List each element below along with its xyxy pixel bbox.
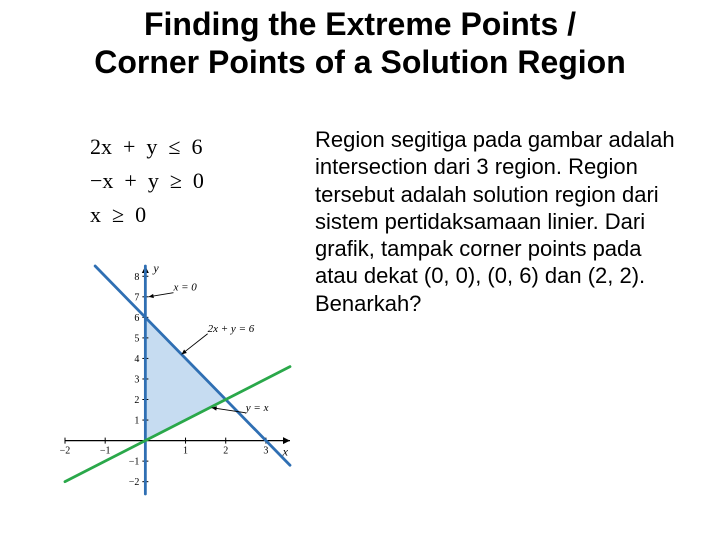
- y-tick-label: 8: [134, 272, 139, 283]
- line-yx-leader: [212, 408, 246, 413]
- slide-title: Finding the Extreme Points / Corner Poin…: [0, 6, 720, 82]
- title-line-2: Corner Points of a Solution Region: [94, 44, 626, 80]
- solution-region-graph: −2−1123−2−112345678xyx = 02x + y = 6y = …: [55, 260, 300, 500]
- inequality-system: 2x + y ≤ 6 −x + y ≥ 0 x ≥ 0: [90, 130, 204, 232]
- title-line-1: Finding the Extreme Points /: [144, 6, 576, 42]
- y-tick-label: 2: [134, 395, 139, 406]
- y-tick-label: 6: [134, 313, 139, 324]
- inequality-1: 2x + y ≤ 6: [90, 130, 204, 164]
- x-tick-label: −2: [60, 446, 71, 457]
- body-paragraph: Region segitiga pada gambar adalah inter…: [315, 126, 690, 317]
- line-x0-arrow-icon: [149, 294, 154, 298]
- y-tick-label: 3: [134, 374, 139, 385]
- line-2x+y=6: [95, 266, 290, 465]
- line-yx-label: y = x: [245, 402, 269, 414]
- y-tick-label: 7: [134, 292, 139, 303]
- x-tick-label: −1: [100, 446, 111, 457]
- x-axis-arrow-icon: [283, 437, 290, 444]
- y-axis-label: y: [152, 261, 159, 275]
- line-2xy6-label: 2x + y = 6: [208, 323, 255, 335]
- x-tick-label: 2: [223, 446, 228, 457]
- x-tick-label: 1: [183, 446, 188, 457]
- y-tick-label: −1: [129, 457, 140, 468]
- y-tick-label: 5: [134, 333, 139, 344]
- x-tick-label: 3: [263, 446, 268, 457]
- y-tick-label: 4: [134, 354, 139, 365]
- y-tick-label: 1: [134, 416, 139, 427]
- inequality-2: −x + y ≥ 0: [90, 164, 204, 198]
- inequality-3: x ≥ 0: [90, 198, 204, 232]
- line-x0-label: x = 0: [172, 282, 197, 294]
- feasible-region: [145, 317, 225, 440]
- y-tick-label: −2: [129, 477, 140, 488]
